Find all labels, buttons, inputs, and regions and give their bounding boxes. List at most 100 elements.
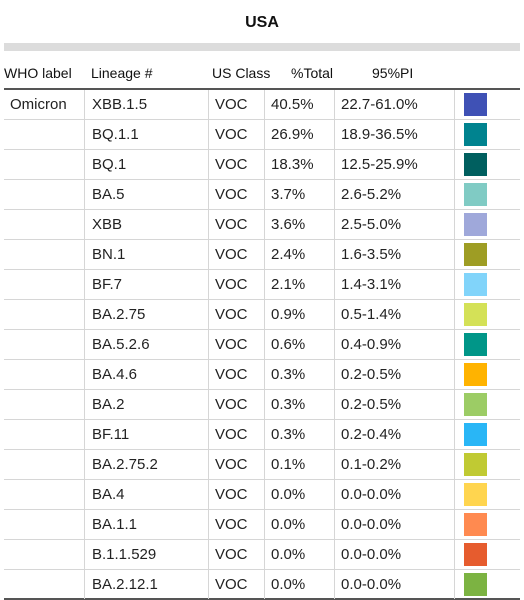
pct-total-cell: 0.3%: [264, 360, 334, 389]
color-cell: [454, 450, 520, 479]
lineage-cell: B.1.1.529: [84, 540, 208, 569]
pct-total-cell: 0.0%: [264, 540, 334, 569]
us-class-cell: VOC: [208, 120, 264, 149]
pct-total-cell: 18.3%: [264, 150, 334, 179]
us-class-cell: VOC: [208, 270, 264, 299]
pi-cell: 1.6-3.5%: [334, 240, 454, 269]
pi-cell: 0.2-0.5%: [334, 360, 454, 389]
who-label-cell: [10, 540, 84, 569]
pct-total-cell: 0.0%: [264, 480, 334, 509]
table-row: BF.11 VOC 0.3% 0.2-0.4%: [4, 420, 520, 450]
who-label-cell: [10, 210, 84, 239]
lineage-cell: BA.1.1: [84, 510, 208, 539]
who-label-cell: [10, 270, 84, 299]
color-cell: [454, 540, 520, 569]
color-swatch: [464, 153, 487, 176]
lineage-cell: XBB: [84, 210, 208, 239]
pi-cell: 0.0-0.0%: [334, 510, 454, 539]
pi-cell: 0.0-0.0%: [334, 480, 454, 509]
color-swatch: [464, 303, 487, 326]
pct-total-cell: 2.4%: [264, 240, 334, 269]
color-cell: [454, 90, 520, 119]
table-row: BQ.1.1 VOC 26.9% 18.9-36.5%: [4, 120, 520, 150]
us-class-cell: VOC: [208, 210, 264, 239]
color-swatch: [464, 393, 487, 416]
color-cell: [454, 510, 520, 539]
us-class-cell: VOC: [208, 510, 264, 539]
pct-total-cell: 0.9%: [264, 300, 334, 329]
table-row: BA.2 VOC 0.3% 0.2-0.5%: [4, 390, 520, 420]
table-row: BA.4.6 VOC 0.3% 0.2-0.5%: [4, 360, 520, 390]
color-swatch: [464, 183, 487, 206]
who-label-cell: [10, 330, 84, 359]
lineage-cell: BA.2.75: [84, 300, 208, 329]
who-label-cell: [10, 240, 84, 269]
us-class-cell: VOC: [208, 390, 264, 419]
who-label-cell: [10, 120, 84, 149]
color-swatch: [464, 573, 487, 596]
table-row: B.1.1.529 VOC 0.0% 0.0-0.0%: [4, 540, 520, 570]
header-pct-total: %Total: [291, 65, 334, 81]
pi-cell: 12.5-25.9%: [334, 150, 454, 179]
color-swatch: [464, 213, 487, 236]
table-row: BA.5.2.6 VOC 0.6% 0.4-0.9%: [4, 330, 520, 360]
color-cell: [454, 330, 520, 359]
pct-total-cell: 0.1%: [264, 450, 334, 479]
color-swatch: [464, 363, 487, 386]
us-class-cell: VOC: [208, 450, 264, 479]
pct-total-cell: 0.3%: [264, 390, 334, 419]
us-class-cell: VOC: [208, 480, 264, 509]
pi-cell: 22.7-61.0%: [334, 90, 454, 119]
table-row: BF.7 VOC 2.1% 1.4-3.1%: [4, 270, 520, 300]
table-row: BA.4 VOC 0.0% 0.0-0.0%: [4, 480, 520, 510]
color-cell: [454, 360, 520, 389]
us-class-cell: VOC: [208, 240, 264, 269]
who-label-cell: Omicron: [10, 96, 67, 113]
pi-cell: 1.4-3.1%: [334, 270, 454, 299]
color-cell: [454, 480, 520, 509]
lineage-cell: BQ.1.1: [84, 120, 208, 149]
color-cell: [454, 240, 520, 269]
pct-total-cell: 0.0%: [264, 570, 334, 599]
pct-total-cell: 26.9%: [264, 120, 334, 149]
pi-cell: 0.4-0.9%: [334, 330, 454, 359]
pct-total-cell: 0.6%: [264, 330, 334, 359]
pct-total-cell: 40.5%: [264, 90, 334, 119]
lineage-cell: BF.11: [84, 420, 208, 449]
title-divider: [4, 43, 520, 51]
who-label-cell: [10, 180, 84, 209]
variant-table: Omicron XBB.1.5 VOC 40.5% 22.7-61.0% BQ.1.1 VO…: [4, 90, 520, 600]
us-class-cell: VOC: [208, 570, 264, 599]
lineage-cell: BF.7: [84, 270, 208, 299]
who-label-cell: [10, 150, 84, 179]
who-label-cell: [10, 420, 84, 449]
who-label-cell: [10, 570, 84, 599]
lineage-cell: BA.5.2.6: [84, 330, 208, 359]
lineage-cell: BA.2: [84, 390, 208, 419]
color-swatch: [464, 123, 487, 146]
color-cell: [454, 180, 520, 209]
color-cell: [454, 150, 520, 179]
who-label-cell: [10, 360, 84, 389]
table-row: BN.1 VOC 2.4% 1.6-3.5%: [4, 240, 520, 270]
color-swatch: [464, 423, 487, 446]
color-cell: [454, 270, 520, 299]
lineage-cell: BN.1: [84, 240, 208, 269]
table-row: BA.5 VOC 3.7% 2.6-5.2%: [4, 180, 520, 210]
pct-total-cell: 0.3%: [264, 420, 334, 449]
us-class-cell: VOC: [208, 180, 264, 209]
color-cell: [454, 570, 520, 599]
us-class-cell: VOC: [208, 420, 264, 449]
pct-total-cell: 2.1%: [264, 270, 334, 299]
who-label-cell: [10, 390, 84, 419]
us-class-cell: VOC: [208, 330, 264, 359]
lineage-cell: BA.2.75.2: [84, 450, 208, 479]
lineage-cell: BA.4.6: [84, 360, 208, 389]
color-swatch: [464, 273, 487, 296]
who-label-cell: [10, 300, 84, 329]
color-swatch: [464, 243, 487, 266]
table-row: BA.2.75 VOC 0.9% 0.5-1.4%: [4, 300, 520, 330]
pi-cell: 2.5-5.0%: [334, 210, 454, 239]
pi-cell: 18.9-36.5%: [334, 120, 454, 149]
pct-total-cell: 0.0%: [264, 510, 334, 539]
